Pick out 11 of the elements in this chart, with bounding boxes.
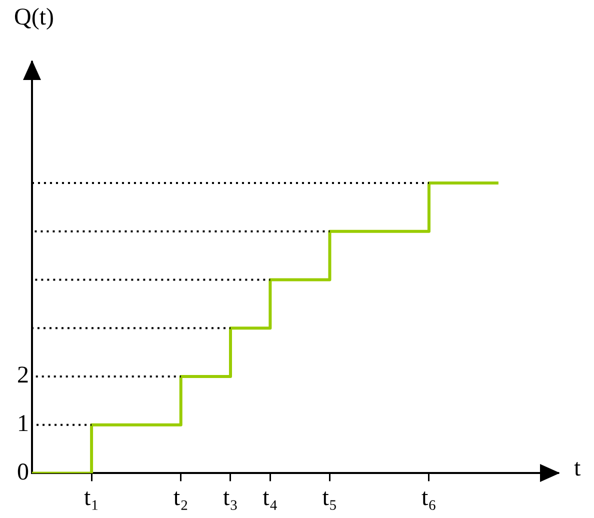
x-tick-label: t₅ — [322, 484, 338, 511]
x-tick-label: t₄ — [262, 484, 278, 511]
x-tick-label: t₆ — [421, 484, 437, 511]
x-tick-label: t₂ — [173, 484, 188, 511]
y-tick-label: 2 — [17, 362, 29, 389]
y-tick-label: 1 — [17, 411, 29, 438]
y-tick-label: 0 — [17, 459, 29, 486]
x-tick-label: t₃ — [222, 484, 238, 511]
x-tick-label: t₁ — [84, 484, 100, 511]
y-axis-title: Q(t) — [14, 4, 54, 30]
x-axis-title: t — [574, 455, 581, 482]
